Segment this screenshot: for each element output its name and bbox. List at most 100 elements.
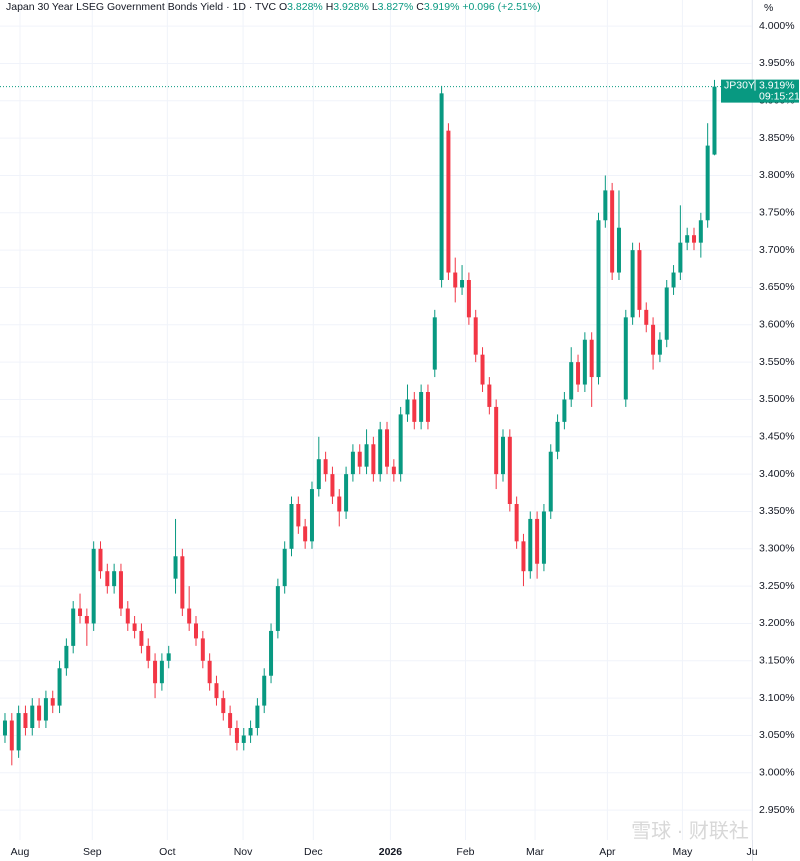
y-tick-label: 3.750% — [759, 207, 795, 219]
candle-body — [412, 399, 417, 422]
candle-body — [234, 728, 239, 743]
candle-body — [555, 421, 560, 452]
candle-body — [603, 190, 608, 221]
candle-body — [153, 660, 158, 684]
candle-body — [637, 250, 642, 310]
candle-body — [23, 713, 28, 728]
candle-body — [112, 571, 117, 587]
legend-key: L — [371, 1, 378, 13]
candle-body — [589, 339, 594, 378]
candle-body — [57, 668, 62, 706]
legend-key: C — [416, 1, 424, 13]
candle-body — [569, 362, 574, 400]
x-tick-label: May — [672, 846, 693, 858]
y-tick-label: 3.550% — [759, 356, 795, 368]
candle-body — [214, 683, 219, 699]
x-tick-label: Aug — [11, 846, 30, 858]
candle-body — [125, 608, 130, 624]
candle-body — [309, 489, 314, 542]
candle-body — [275, 586, 280, 631]
candle-body — [200, 638, 205, 661]
candle-body — [323, 459, 328, 475]
candle-body — [630, 250, 635, 318]
candle-body — [432, 317, 437, 370]
candle-body — [610, 190, 615, 273]
candle-body — [494, 406, 499, 475]
candle-body — [289, 504, 294, 549]
candle-body — [398, 414, 403, 475]
legend-value: 3.828% — [287, 1, 323, 13]
y-tick-label: 3.250% — [759, 580, 795, 592]
y-tick-label: 3.600% — [759, 319, 795, 331]
candle-body — [466, 280, 471, 318]
candle-body — [405, 399, 410, 415]
x-tick-label: Oct — [159, 846, 175, 858]
y-tick-label: 3.650% — [759, 281, 795, 293]
candle-body — [692, 235, 697, 243]
candle-body — [282, 548, 287, 587]
candle-body — [296, 504, 301, 527]
candle-body — [71, 608, 76, 646]
candle-body — [657, 339, 662, 355]
candle-body — [685, 235, 690, 243]
candle-body — [378, 429, 383, 475]
candle-body — [84, 616, 89, 624]
candle-body — [241, 735, 246, 743]
price-tag-symbol: JP30Y — [724, 79, 755, 91]
candle-body — [91, 548, 96, 624]
price-tag-value: 3.919% — [759, 79, 795, 91]
header: Japan 30 Year LSEG Government Bonds Yiel… — [6, 1, 541, 13]
candle-body — [712, 86, 717, 155]
candle-body — [139, 630, 144, 646]
candle-body — [425, 392, 430, 422]
candle-body — [159, 660, 164, 684]
legend-value: 3.827% — [377, 1, 414, 13]
candle-body — [248, 728, 253, 736]
candle-body — [43, 698, 48, 721]
watermark: 雪球 · 财联社 — [631, 819, 749, 842]
title: Japan 30 Year LSEG Government Bonds Yiel… — [6, 1, 277, 13]
candle-body — [528, 518, 533, 572]
legend-value: 3.928% — [333, 1, 369, 13]
y-tick-label: 3.850% — [759, 132, 795, 144]
y-tick-label: 3.800% — [759, 169, 795, 181]
candle-body — [166, 653, 171, 661]
candle-body — [262, 675, 267, 706]
y-tick-label: 3.050% — [759, 729, 795, 741]
candle-body — [460, 280, 465, 288]
candle-body — [391, 466, 396, 475]
candle-body — [173, 556, 178, 579]
y-tick-label: 3.000% — [759, 767, 795, 779]
candle-body — [500, 436, 505, 475]
price-tag-box — [721, 79, 799, 103]
candle-body — [487, 384, 492, 407]
candle-body — [562, 399, 567, 422]
candle-body — [64, 645, 69, 669]
legend-key: H — [325, 1, 334, 13]
candle-body — [37, 705, 42, 721]
candle-body — [98, 548, 103, 572]
candle-body — [207, 660, 212, 684]
candle-body — [616, 227, 621, 273]
candle-body — [623, 317, 628, 400]
candle-body — [344, 474, 349, 512]
x-tick-label: Feb — [456, 846, 474, 858]
candle-body — [193, 623, 198, 639]
candle-body — [2, 720, 7, 736]
candle-body — [187, 608, 192, 624]
candle-body — [30, 705, 35, 728]
candle-body — [514, 504, 519, 542]
candle-body — [678, 242, 683, 273]
candle-body — [78, 608, 83, 616]
candle-body — [671, 272, 676, 288]
candle-body — [698, 220, 703, 243]
candle-body — [371, 444, 376, 475]
candle-body — [453, 272, 458, 288]
price-tag-time: 09:15:21 — [759, 90, 800, 102]
candle-body — [337, 496, 342, 512]
candle-body — [180, 556, 185, 609]
candle-body — [105, 571, 110, 587]
candle-body — [419, 392, 424, 422]
legend-value: 3.919% — [423, 1, 460, 13]
candle-body — [582, 339, 587, 385]
